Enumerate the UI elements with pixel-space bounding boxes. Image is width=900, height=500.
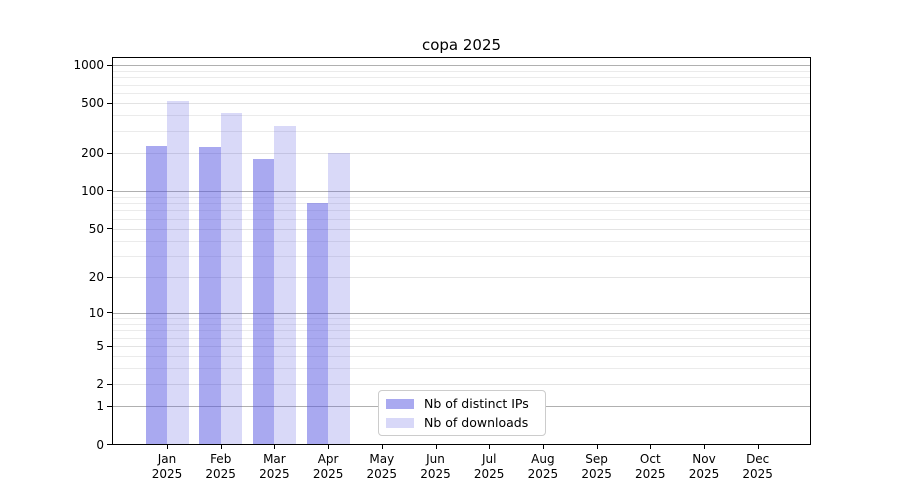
- y-tick-mark: [107, 383, 113, 385]
- y-tick-mark: [107, 190, 113, 192]
- gridline-minor: [113, 77, 810, 79]
- y-tick-label: 20: [88, 270, 104, 285]
- x-tick-mark: [220, 444, 222, 449]
- x-tick-label: Oct 2025: [635, 452, 666, 481]
- bar-downloads: [274, 125, 296, 444]
- x-tick-mark: [757, 444, 759, 449]
- gridline-minor: [113, 131, 810, 132]
- y-tick-mark: [107, 102, 113, 104]
- gridline-minor: [113, 210, 810, 212]
- x-tick-mark: [489, 444, 491, 449]
- gridline-minor: [113, 356, 810, 358]
- x-tick-label: Aug 2025: [527, 452, 559, 481]
- gridline-major: [113, 384, 810, 386]
- y-tick-label: 10: [88, 305, 104, 320]
- y-tick-mark: [107, 405, 113, 407]
- y-tick-label: 0: [96, 437, 104, 452]
- gridline-major: [113, 190, 810, 192]
- bar-downloads: [220, 112, 243, 444]
- y-tick-label: 500: [81, 96, 104, 111]
- x-tick-label: Sep 2025: [581, 452, 612, 481]
- x-tick-label: Mar 2025: [259, 452, 290, 481]
- x-tick-mark: [328, 444, 330, 449]
- bar-downloads: [167, 101, 189, 444]
- x-tick-label: Nov 2025: [688, 452, 720, 481]
- x-tick-label: Apr 2025: [312, 452, 344, 481]
- x-tick-mark: [650, 444, 652, 449]
- legend-row-distinct-ips: Nb of distinct IPs: [379, 396, 545, 411]
- gridline-minor: [113, 84, 810, 86]
- x-tick-mark: [435, 444, 437, 449]
- gridline-minor: [113, 337, 810, 339]
- y-tick-label: 1: [96, 399, 104, 414]
- bar-downloads: [328, 153, 350, 444]
- x-tick-label: Jun 2025: [420, 452, 451, 481]
- legend-swatch-downloads: [386, 417, 414, 428]
- gridline-major: [113, 153, 810, 155]
- y-tick-mark: [107, 345, 113, 347]
- gridline-minor: [113, 255, 810, 257]
- gridline-major: [113, 277, 810, 279]
- x-tick-label: May 2025: [366, 452, 398, 481]
- y-tick-mark: [107, 152, 113, 154]
- gridline-minor: [113, 115, 810, 117]
- y-tick-mark: [107, 312, 113, 314]
- gridline-major: [113, 65, 810, 66]
- x-tick-label: Jul 2025: [473, 452, 505, 481]
- gridline-minor: [113, 240, 810, 242]
- x-tick-label: Feb 2025: [205, 452, 236, 481]
- gridline-minor: [113, 70, 810, 72]
- gridline-major: [113, 346, 810, 348]
- x-tick-mark: [167, 444, 168, 449]
- plot-area: [113, 58, 810, 444]
- y-tick-label: 5: [96, 339, 104, 354]
- y-tick-label: 50: [88, 221, 104, 236]
- chart-title: copa 2025: [421, 36, 502, 54]
- y-tick-mark: [107, 64, 113, 66]
- legend: Nb of distinct IPs Nb of downloads: [378, 390, 546, 436]
- y-tick-label: 100: [81, 183, 104, 198]
- y-tick-mark: [107, 228, 113, 230]
- y-tick-mark: [107, 276, 113, 278]
- y-tick-label: 2: [96, 377, 104, 392]
- x-tick-label: Dec 2025: [742, 452, 773, 481]
- x-tick-mark: [542, 444, 544, 449]
- legend-label-downloads: Nb of downloads: [424, 415, 529, 430]
- y-tick-mark: [107, 444, 113, 445]
- y-tick-label: 200: [81, 146, 104, 161]
- legend-swatch-distinct-ips: [386, 398, 414, 409]
- gridline-major: [113, 228, 810, 230]
- gridline-major: [113, 103, 810, 105]
- y-tick-label: 1000: [73, 58, 104, 72]
- gridline-minor: [113, 318, 810, 320]
- bar-distinct-ips: [306, 203, 329, 444]
- gridline-minor: [113, 218, 810, 220]
- x-tick-mark: [381, 444, 383, 449]
- x-tick-label: Jan 2025: [151, 452, 183, 481]
- gridline-minor: [113, 203, 810, 205]
- bar-distinct-ips: [252, 158, 275, 444]
- gridline-major: [113, 312, 810, 314]
- gridline-minor: [113, 330, 810, 332]
- gridline-minor: [113, 368, 810, 370]
- gridline-minor: [113, 323, 810, 325]
- legend-row-downloads: Nb of downloads: [379, 415, 545, 430]
- x-tick-mark: [274, 444, 276, 449]
- legend-label-distinct-ips: Nb of distinct IPs: [424, 396, 529, 411]
- bar-distinct-ips: [145, 145, 167, 444]
- x-tick-mark: [704, 444, 705, 449]
- bar-distinct-ips: [199, 146, 221, 444]
- gridline-minor: [113, 93, 810, 95]
- x-tick-mark: [596, 444, 598, 449]
- gridline-minor: [113, 196, 810, 198]
